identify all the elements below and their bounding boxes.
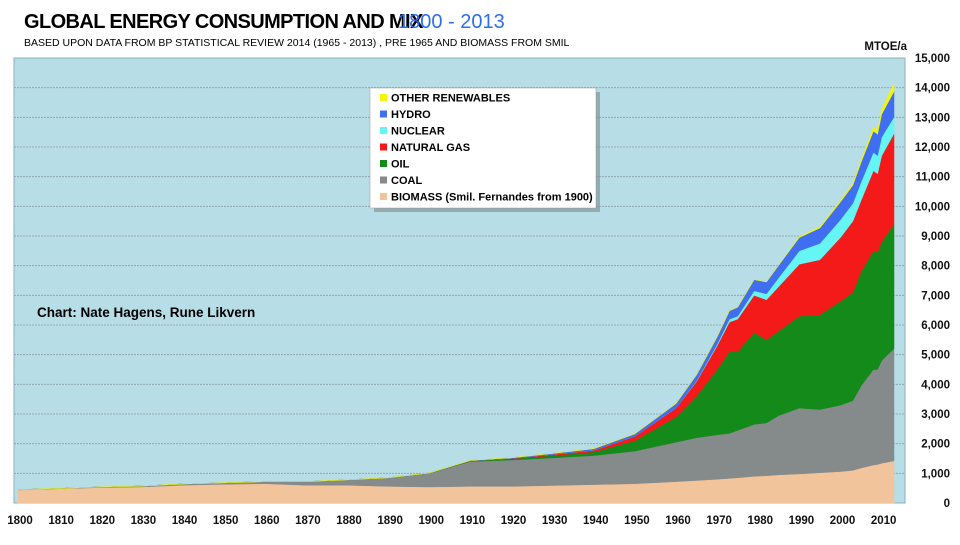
x-tick-label: 1800 [7,515,33,527]
legend-item: COAL [380,175,422,187]
x-tick-label: 1890 [377,515,403,527]
y-tick-label: 4,000 [921,379,950,391]
x-tick-label: 1850 [213,515,239,527]
x-tick-label: 1950 [624,515,650,527]
legend-label: NATURAL GAS [391,142,470,154]
legend: OTHER RENEWABLES HYDRO NUCLEAR NATURAL GAS O… [369,87,600,212]
y-tick-label: 2,000 [921,439,950,451]
chart-title-years: 1800 - 2013 [398,11,505,33]
x-tick-label: 1960 [665,515,691,527]
x-tick-label: 1860 [254,515,280,527]
legend-label: NUCLEAR [391,126,445,138]
x-tick-label: 1880 [336,515,362,527]
x-tick-label: 1810 [48,515,74,527]
y-tick-label: 12,000 [915,142,950,154]
x-tick-label: 1820 [89,515,115,527]
x-tick-label: 2000 [830,515,856,527]
stacked-areas [17,83,895,504]
y-axis-ticks: 0 1,000 2,000 3,000 4,000 5,000 6,000 7,000 8,00… [915,53,950,510]
legend-item: OIL [380,159,410,171]
legend-swatch [380,193,387,200]
x-tick-label: 1830 [131,515,157,527]
y-tick-label: 6,000 [921,320,950,332]
x-tick-label: 1970 [706,515,732,527]
legend-swatch [380,143,387,151]
area-other [17,83,895,490]
y-tick-label: 11,000 [915,172,950,184]
x-tick-label: 1870 [295,515,321,527]
x-tick-label: 2010 [871,515,897,527]
y-tick-label: 9,000 [921,231,950,243]
y-tick-label: 15,000 [915,53,950,65]
x-tick-label: 1900 [418,515,444,527]
y-tick-label: 10,000 [915,201,950,213]
legend-box [369,87,597,209]
legend-item: HYDRO [380,109,431,121]
y-tick-label: 1,000 [921,468,950,480]
y-tick-label: 7,000 [921,290,950,302]
y-tick-label: 0 [944,498,950,510]
y-tick-label: 14,000 [915,83,950,95]
legend-swatch [380,94,387,101]
x-tick-label: 1980 [747,515,773,527]
legend-label: BIOMASS (Smil. Fernandes from 1900) [391,192,593,204]
x-tick-label: 1930 [542,515,568,527]
legend-swatch [380,176,387,184]
x-axis-ticks: 1800 1810 1820 1830 1840 1850 1860 1870 1880 1890… [7,515,896,527]
x-tick-label: 1920 [501,515,527,527]
x-tick-label: 1990 [789,515,815,527]
legend-label: COAL [391,175,422,187]
y-tick-label: 13,000 [915,112,950,124]
legend-item: NATURAL GAS [380,142,470,154]
legend-label: OIL [391,159,410,171]
legend-swatch [380,160,387,167]
legend-item: BIOMASS (Smil. Fernandes from 1900) [380,192,593,204]
legend-label: OTHER RENEWABLES [391,93,510,105]
y-tick-label: 5,000 [921,350,950,362]
y-tick-label: 3,000 [921,409,950,421]
x-tick-label: 1940 [583,515,609,527]
legend-item: NUCLEAR [380,126,445,138]
legend-swatch [380,110,387,118]
y-axis-unit: MTOE/a [864,41,907,53]
x-tick-label: 1910 [460,515,486,527]
chart-credit: Chart: Nate Hagens, Rune Likvern [37,305,255,320]
legend-item: OTHER RENEWABLES [380,93,510,105]
chart-title: GLOBAL ENERGY CONSUMPTION AND MIX [24,11,424,33]
legend-swatch [380,127,387,134]
x-tick-label: 1840 [172,515,198,527]
chart-subtitle: BASED UPON DATA FROM BP STATISTICAL REVI… [24,37,570,49]
y-tick-label: 8,000 [921,261,950,273]
legend-label: HYDRO [391,109,431,121]
